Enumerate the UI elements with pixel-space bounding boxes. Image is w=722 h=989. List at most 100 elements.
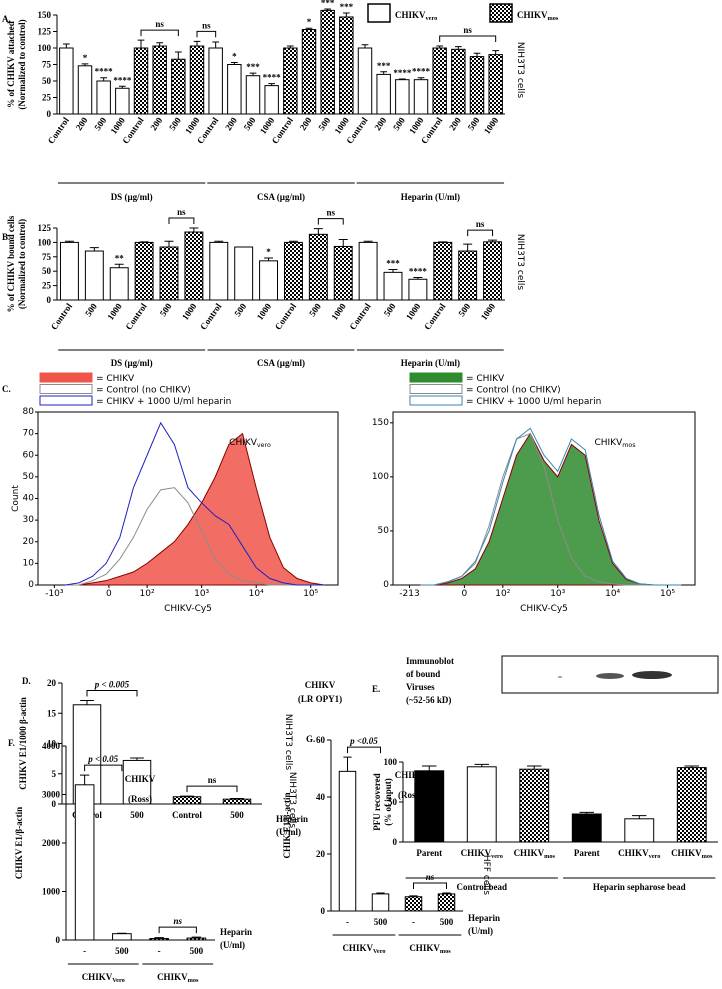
x-tick-label: 500 — [232, 301, 248, 318]
group-label: DS (µg/ml) — [111, 358, 153, 368]
bar — [283, 241, 303, 301]
error-bar — [343, 756, 352, 772]
bar — [333, 245, 353, 301]
x-tick-label: 10³ — [550, 589, 565, 599]
x-tick-label: Control — [172, 810, 202, 820]
error-bar — [80, 700, 94, 705]
x-tick-label-sub: mos — [702, 853, 713, 860]
x-tick-label-sub: vero — [649, 853, 661, 860]
y-tick-label: 0 — [47, 109, 52, 119]
error-bar — [463, 243, 473, 252]
error-bar — [100, 77, 108, 81]
bar — [133, 47, 149, 115]
error-bar — [156, 42, 164, 47]
y-tick-label: 70 — [23, 429, 35, 439]
group-label-main: CSA (µg/ml) — [257, 192, 305, 202]
x-tick-label: 200 — [148, 115, 164, 132]
error-bar — [174, 51, 182, 60]
blot-label: Immunoblot — [406, 656, 454, 666]
y-tick-label: 50 — [23, 472, 35, 482]
y-tick-label: 100 — [384, 757, 398, 767]
y-tick-label: 0 — [393, 837, 398, 847]
y-axis-label: (% of input) — [383, 778, 393, 826]
y-tick-label: 20 — [316, 849, 326, 859]
group-label: CSA (µg/ml) — [257, 192, 305, 202]
bar — [245, 75, 261, 115]
bar — [134, 241, 154, 301]
group-label: Heparin (U/ml) — [401, 192, 460, 202]
error-bar — [474, 763, 489, 767]
error-bar — [191, 936, 202, 939]
bar — [433, 241, 453, 301]
axis-note: (U/ml) — [220, 940, 245, 950]
error-bar — [388, 268, 398, 273]
y-tick-label: 60 — [316, 735, 326, 745]
group-label-main: CHIKV — [82, 972, 113, 982]
x-tick-label: -213 — [399, 589, 419, 599]
legend-label: = CHIKV — [466, 374, 505, 384]
error-bar — [473, 52, 481, 57]
y-tick-label: 150 — [372, 418, 389, 428]
error-bar — [442, 892, 451, 894]
error-bar — [342, 12, 350, 17]
blot-band — [632, 671, 672, 679]
significance: * — [307, 17, 312, 27]
y-axis-label: CHIKV E1/1000 β-actin — [18, 697, 28, 790]
x-tick-label: 500 — [92, 115, 108, 132]
bracket — [196, 30, 217, 38]
bar — [259, 260, 279, 301]
bar — [84, 250, 104, 301]
bar — [383, 271, 403, 301]
x-tick-label: 1000 — [180, 301, 199, 322]
y-axis-label: CHIK E1/β-actin — [282, 793, 292, 859]
error-bar — [338, 239, 348, 247]
y-tick-label: 10 — [23, 558, 35, 568]
y-tick-label: 40 — [23, 494, 35, 504]
bar — [519, 768, 550, 843]
bar — [59, 47, 74, 115]
significance: **** — [95, 67, 114, 77]
bar — [451, 48, 466, 115]
x-tick-label: 500 — [466, 115, 482, 132]
y-tick-label: 50 — [42, 76, 52, 86]
legend-swatch — [409, 372, 463, 383]
bar — [152, 45, 167, 115]
bar — [227, 64, 242, 115]
error-bar — [137, 39, 145, 48]
group-label-main: Heparin (U/ml) — [401, 192, 460, 202]
group-label: CHIKVmos — [409, 943, 451, 955]
bar — [320, 9, 335, 115]
significance: **** — [409, 267, 428, 277]
error-bar — [361, 44, 369, 48]
bar — [338, 770, 357, 912]
axis-note: Heparin — [468, 913, 500, 923]
bracket — [347, 746, 381, 754]
axis-note: (U/ml) — [468, 926, 493, 936]
bracket-label: ns — [463, 25, 472, 35]
blot-label: Viruses — [406, 682, 435, 692]
x-tick-label: 500 — [115, 946, 129, 956]
legend-label: = Control (no CHIKV) — [96, 386, 191, 396]
panel-label: B. — [2, 232, 10, 242]
chart-title: CHIKV — [305, 680, 336, 690]
y-tick-label: 5 — [52, 769, 57, 779]
x-tick-label: - — [346, 917, 349, 927]
bracket-label: ns — [155, 19, 164, 29]
error-bar — [139, 241, 149, 243]
side-label: NIH3T3 cells — [283, 714, 293, 770]
error-bar — [62, 43, 70, 48]
bar — [371, 893, 390, 912]
bar — [376, 73, 391, 115]
bar — [676, 767, 707, 843]
bar — [404, 896, 423, 912]
bar — [571, 813, 602, 843]
x-tick-label: 1000 — [482, 115, 501, 136]
side-label: NIH3T3 cells — [515, 42, 525, 98]
error-bar — [527, 765, 542, 770]
significance: ** — [115, 253, 125, 263]
group-label-sub: Vero — [373, 948, 386, 955]
error-bar — [212, 41, 220, 48]
significance: **** — [412, 67, 431, 77]
significance: * — [83, 53, 88, 63]
